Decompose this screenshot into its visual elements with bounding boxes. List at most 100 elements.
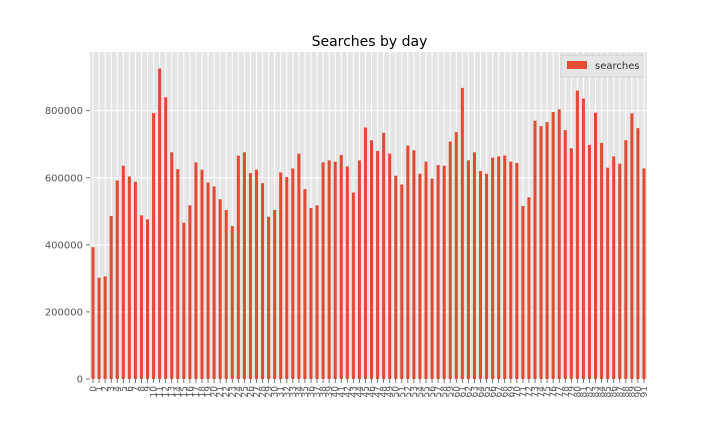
x-tick-label: 77 [555, 386, 565, 397]
bar-60 [454, 132, 458, 379]
bar-68 [503, 155, 507, 379]
bar-39 [327, 160, 331, 379]
bar-23 [230, 226, 234, 379]
x-tick-label: 28 [259, 386, 269, 398]
x-tick-label: 33 [289, 386, 299, 397]
x-tick-label: 52 [404, 386, 414, 397]
bar-74 [539, 126, 543, 380]
x-tick-label: 49 [386, 386, 396, 398]
x-tick-label: 36 [307, 386, 317, 398]
x-tick-label: 14 [174, 386, 184, 398]
bar-54 [418, 173, 422, 379]
bar-19 [206, 182, 210, 379]
x-axis-ticks: 0123456789101112131415161718192021222324… [89, 379, 650, 397]
x-tick-label: 23 [228, 386, 238, 397]
x-tick-label: 70 [513, 386, 523, 398]
bar-42 [345, 166, 349, 379]
x-tick-label: 81 [579, 386, 589, 397]
x-tick-label: 50 [392, 386, 402, 398]
bars [91, 68, 646, 380]
x-tick-label: 37 [313, 386, 323, 397]
bar-37 [315, 205, 319, 379]
y-tick-label: 200000 [45, 307, 83, 318]
bar-55 [424, 161, 428, 379]
bar-25 [242, 152, 246, 379]
x-tick-label: 25 [240, 386, 250, 397]
x-tick-label: 64 [477, 386, 487, 398]
x-tick-label: 61 [458, 386, 468, 397]
bar-50 [394, 175, 398, 379]
bar-63 [472, 152, 476, 379]
bar-18 [200, 169, 204, 379]
bar-24 [236, 155, 240, 379]
x-tick-label: 24 [234, 386, 244, 398]
legend-box [560, 54, 644, 78]
x-tick-label: 68 [501, 386, 511, 398]
x-tick-label: 79 [567, 386, 577, 398]
bar-77 [557, 109, 561, 379]
x-tick-label: 60 [452, 386, 462, 398]
bar-27 [254, 169, 259, 379]
x-tick-label: 7 [131, 386, 141, 392]
x-tick-label: 75 [543, 386, 553, 397]
y-tick-label: 600000 [45, 173, 83, 184]
y-tick-label: 0 [77, 375, 83, 386]
bar-17 [194, 162, 198, 379]
bar-21 [218, 199, 222, 379]
bar-45 [363, 127, 367, 379]
x-tick-label: 54 [416, 386, 426, 398]
bar-73 [533, 120, 537, 379]
bar-80 [575, 90, 579, 380]
bar-14 [176, 169, 180, 379]
x-tick-label: 62 [464, 386, 474, 397]
bar-33 [291, 168, 295, 379]
bar-72 [527, 197, 531, 379]
chart-title: Searches by day [312, 34, 428, 50]
bar-70 [515, 163, 519, 379]
x-tick-label: 29 [265, 386, 275, 398]
bar-91 [642, 168, 646, 379]
x-tick-label: 0 [89, 386, 99, 392]
x-tick-label: 48 [380, 386, 390, 398]
bar-32 [285, 177, 289, 379]
x-tick-label: 88 [622, 386, 632, 398]
x-tick-label: 41 [337, 386, 347, 397]
bar-3 [109, 216, 113, 379]
bar-1 [97, 277, 101, 379]
bar-44 [357, 160, 361, 379]
x-tick-label: 57 [434, 386, 444, 397]
x-tick-label: 43 [349, 386, 359, 397]
bar-11 [158, 68, 162, 380]
x-tick-label: 55 [422, 386, 432, 397]
bar-58 [442, 165, 446, 379]
x-tick-label: 9 [144, 386, 154, 392]
bar-75 [545, 122, 549, 379]
bar-84 [600, 142, 604, 379]
x-tick-label: 18 [198, 386, 208, 398]
x-tick-label: 2 [101, 386, 111, 392]
bar-47 [376, 150, 380, 379]
y-tick-label: 800000 [45, 106, 83, 117]
x-tick-label: 40 [331, 386, 341, 398]
x-tick-label: 59 [446, 386, 456, 398]
x-tick-label: 89 [628, 386, 638, 398]
bar-35 [303, 189, 307, 379]
x-tick-label: 8 [137, 386, 147, 392]
bar-82 [587, 144, 591, 379]
x-tick-label: 15 [180, 386, 190, 397]
x-tick-label: 80 [573, 386, 583, 398]
x-tick-label: 32 [283, 386, 293, 397]
legend: searches [560, 54, 644, 78]
x-tick-label: 1 [95, 386, 105, 392]
x-tick-label: 53 [410, 386, 420, 397]
x-tick-label: 5 [119, 386, 129, 392]
bar-61 [460, 87, 464, 379]
bar-16 [188, 205, 192, 379]
bar-57 [436, 165, 440, 379]
x-tick-label: 85 [604, 386, 614, 397]
plot-area [90, 52, 647, 379]
bar-71 [521, 205, 525, 379]
bar-53 [412, 150, 416, 379]
bar-83 [594, 112, 598, 379]
bar-31 [279, 172, 283, 379]
